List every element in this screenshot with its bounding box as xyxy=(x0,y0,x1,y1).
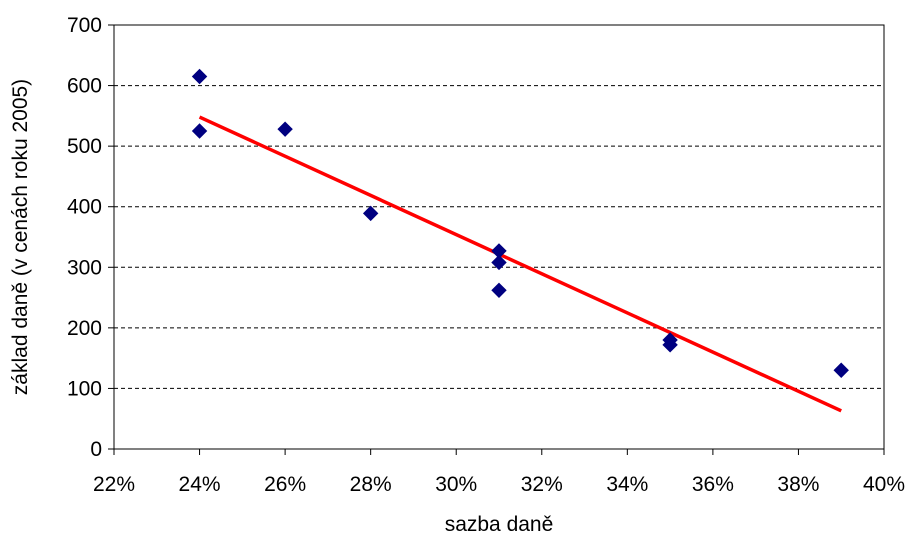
x-tick-label: 22% xyxy=(93,473,135,496)
data-point xyxy=(662,337,678,353)
data-points xyxy=(191,68,849,378)
x-axis: 22% 24% 26% 28% 30% 32% 34% 36% 38% 40% xyxy=(93,449,905,496)
y-tick-label: 0 xyxy=(90,438,102,461)
x-tick-label: 34% xyxy=(606,473,648,496)
trendline xyxy=(198,115,842,413)
data-point xyxy=(191,123,208,139)
y-axis: 0 100 200 300 400 500 600 700 xyxy=(67,14,114,461)
y-axis-title: základ daně (v cenách roku 2005) xyxy=(9,79,32,395)
y-tick-label: 600 xyxy=(67,75,102,98)
data-point xyxy=(362,205,379,222)
y-tick-label: 400 xyxy=(67,196,102,219)
y-tick-label: 200 xyxy=(67,317,102,340)
data-point xyxy=(833,362,849,378)
y-tick-label: 700 xyxy=(67,14,102,37)
x-tick-label: 26% xyxy=(264,473,306,496)
data-point xyxy=(191,68,208,85)
plot-area xyxy=(113,24,885,450)
x-tick-label: 36% xyxy=(692,473,734,496)
y-tick-label: 300 xyxy=(67,256,102,279)
trendline-layer xyxy=(198,115,842,413)
data-point xyxy=(491,254,507,271)
x-tick-label: 40% xyxy=(863,473,905,496)
x-axis-title: sazba daně xyxy=(445,513,554,536)
data-point xyxy=(277,121,293,137)
data-point xyxy=(491,282,507,299)
x-tick-label: 30% xyxy=(435,473,477,496)
x-tick-label: 38% xyxy=(777,473,819,496)
y-tick-label: 500 xyxy=(67,135,102,158)
x-tick-label: 32% xyxy=(521,473,563,496)
x-tick-label: 24% xyxy=(179,473,221,496)
y-tick-label: 100 xyxy=(67,377,102,400)
x-tick-label: 28% xyxy=(350,473,392,496)
